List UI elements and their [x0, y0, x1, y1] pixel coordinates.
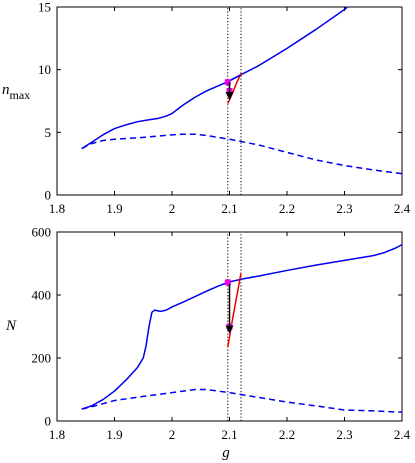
- x-tick-label: 2.2: [279, 427, 295, 442]
- y-tick-label: 5: [45, 125, 52, 140]
- x-tick-label: 2.1: [221, 427, 237, 442]
- x-tick-label: 2.3: [336, 201, 352, 216]
- top-plot-content: [81, 6, 403, 195]
- y-tick-label: 0: [45, 188, 52, 203]
- top-x-ticks: 1.8 1.9 2 2.1 2.2 2.3 2.4: [49, 7, 411, 216]
- y-tick-label: 10: [38, 62, 51, 77]
- dashed-series-line: [81, 388, 403, 413]
- top-panel: 1.8 1.9 2 2.1 2.2 2.3 2.4 0 5 10 15 nmax: [2, 0, 411, 216]
- x-tick-label: 1.8: [49, 201, 65, 216]
- bottom-y-axis-label: N: [5, 318, 17, 334]
- bottom-y-ticks: 0 200 400 600: [32, 225, 402, 429]
- point-marker: [224, 279, 231, 286]
- solid-series-line: [81, 243, 403, 410]
- top-y-axis-label-main: n: [2, 82, 10, 98]
- x-tick-label: 2.3: [336, 427, 352, 442]
- solid-series-line: [81, 6, 348, 150]
- point-marker: [224, 79, 231, 86]
- bottom-panel: 1.8 1.9 2 2.1 2.2 2.3 2.4 0 200 400 600 N g: [5, 225, 411, 462]
- x-tick-label: 1.8: [49, 427, 65, 442]
- y-tick-label: 15: [38, 0, 51, 15]
- bottom-x-ticks: 1.8 1.9 2 2.1 2.2 2.3 2.4: [49, 232, 411, 442]
- y-tick-label: 600: [32, 225, 52, 240]
- x-tick-label: 2.1: [221, 201, 237, 216]
- bottom-x-axis-label: g: [222, 445, 230, 461]
- top-y-ticks: 0 5 10 15: [38, 0, 402, 203]
- bottom-plot-content: [81, 232, 403, 421]
- dashed-series-line: [81, 133, 403, 175]
- x-tick-label: 2.4: [394, 427, 411, 442]
- y-tick-label: 200: [32, 351, 52, 366]
- top-y-axis-label: nmax: [2, 82, 30, 102]
- x-tick-label: 1.9: [106, 201, 122, 216]
- y-tick-label: 0: [45, 414, 52, 429]
- x-tick-label: 2: [169, 201, 176, 216]
- x-tick-label: 2.2: [279, 201, 295, 216]
- y-tick-label: 400: [32, 288, 52, 303]
- top-y-axis-label-sub: max: [10, 88, 31, 102]
- x-tick-label: 1.9: [106, 427, 122, 442]
- x-tick-label: 2.4: [394, 201, 411, 216]
- x-tick-label: 2: [169, 427, 176, 442]
